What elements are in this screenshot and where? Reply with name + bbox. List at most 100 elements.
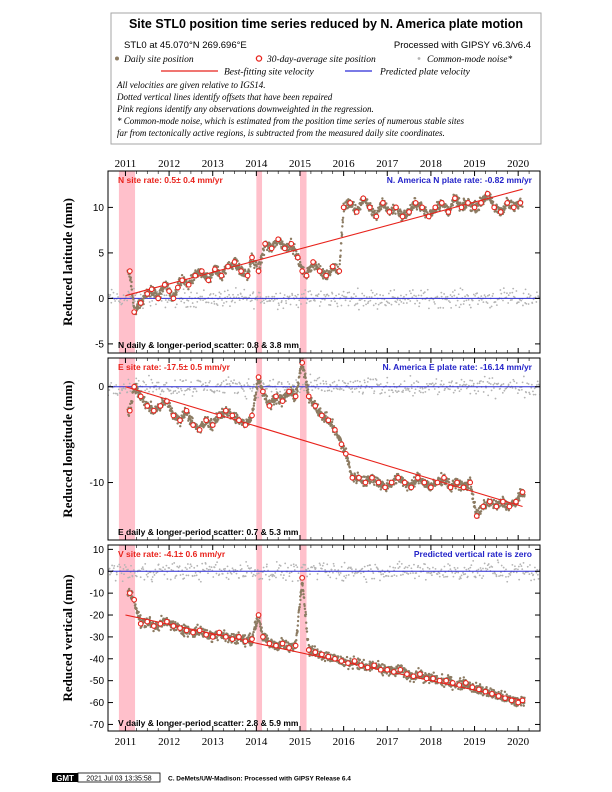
cm-noise-point [430, 571, 433, 574]
average-position-point [144, 403, 151, 409]
cm-noise-point [240, 568, 243, 570]
average-position-point [244, 272, 251, 279]
average-position-point [325, 417, 332, 424]
daily-position-point [298, 375, 301, 378]
cm-noise-point [404, 298, 407, 301]
cm-noise-point [355, 295, 357, 298]
cm-noise-point [483, 562, 486, 565]
cm-noise-point [305, 302, 308, 304]
daily-position-point [139, 614, 142, 617]
average-position-point [452, 195, 458, 202]
cm-noise-point [319, 564, 322, 566]
cm-noise-point [534, 566, 536, 569]
note-line-3: Pink regions identify any observations d… [116, 104, 374, 114]
cm-noise-point [218, 296, 221, 298]
cm-noise-point [488, 382, 491, 384]
cm-noise-point [423, 291, 426, 293]
cm-noise-point [483, 294, 486, 296]
cm-noise-point [505, 568, 507, 571]
cm-noise-point [182, 573, 184, 576]
cm-noise-point [306, 575, 309, 578]
cm-noise-point [332, 571, 334, 574]
average-position-point [198, 268, 205, 274]
cm-noise-point [117, 388, 120, 391]
cm-noise-point [536, 380, 539, 383]
cm-noise-point [151, 381, 154, 384]
cm-noise-point [525, 302, 528, 305]
cm-noise-point [495, 304, 498, 307]
cm-noise-point [527, 383, 530, 385]
cm-noise-point [372, 572, 375, 574]
cm-noise-point [177, 387, 180, 390]
daily-position-point [427, 483, 430, 486]
cm-noise-point [144, 389, 147, 392]
cm-noise-point [209, 293, 212, 295]
average-position-point [294, 254, 301, 261]
daily-position-point [519, 197, 522, 200]
average-position-point [157, 403, 164, 409]
cm-noise-point [196, 564, 199, 567]
cm-noise-point [316, 295, 319, 298]
plate-rate-label: N. America E plate rate: -16.14 mm/yr [383, 362, 533, 372]
daily-position-point [454, 487, 457, 490]
cm-noise-point [330, 390, 333, 393]
average-position-point [177, 417, 183, 424]
cm-noise-point [488, 377, 491, 380]
cm-noise-point [213, 566, 216, 569]
cm-noise-point [218, 568, 221, 571]
cm-noise-point [123, 573, 125, 576]
daily-position-point [275, 402, 278, 405]
daily-position-point [175, 293, 178, 296]
daily-position-point [262, 249, 265, 252]
cm-noise-point [494, 572, 496, 575]
cm-noise-point [249, 294, 252, 297]
average-position-point [161, 281, 168, 288]
cm-noise-point [410, 387, 413, 390]
cm-noise-point [301, 383, 304, 386]
daily-position-point [415, 208, 419, 211]
legend-average-label: 30-day-average site position [266, 55, 376, 65]
cm-noise-point [452, 391, 455, 394]
cm-noise-point [220, 383, 222, 386]
cm-noise-point [405, 572, 408, 574]
cm-noise-point [208, 565, 211, 568]
cm-noise-point [168, 567, 171, 569]
cm-noise-point [210, 566, 213, 569]
header-box [110, 12, 542, 145]
cm-noise-point [252, 573, 255, 576]
daily-position-point [398, 208, 402, 211]
cm-noise-point [413, 563, 415, 566]
cm-noise-point [279, 292, 282, 295]
daily-position-point [476, 509, 480, 512]
cm-noise-point [395, 301, 398, 304]
cm-noise-point [268, 384, 271, 387]
cm-noise-point [394, 567, 397, 569]
cm-noise-point [482, 567, 484, 570]
cm-noise-point [458, 306, 461, 309]
daily-position-point [340, 242, 343, 245]
daily-position-point [401, 476, 405, 480]
cm-noise-point [379, 579, 381, 582]
cm-noise-point [116, 293, 119, 295]
cm-noise-point [293, 565, 295, 568]
daily-position-point [378, 205, 381, 209]
cm-noise-point [536, 573, 539, 576]
daily-position-point [275, 398, 279, 402]
cm-noise-point [489, 306, 491, 309]
cm-noise-point [316, 578, 319, 581]
cm-noise-point [405, 389, 407, 391]
daily-position-point [152, 629, 155, 633]
daily-position-point [227, 260, 231, 264]
cm-noise-point [356, 287, 359, 290]
cm-noise-point [405, 302, 408, 304]
average-position-point [126, 407, 133, 414]
average-position-point [212, 266, 218, 273]
cm-noise-point [275, 576, 277, 579]
daily-position-point [305, 386, 308, 389]
cm-noise-point [486, 568, 489, 571]
cm-noise-point [440, 379, 443, 382]
cm-noise-point [455, 382, 458, 384]
cm-noise-point [530, 572, 533, 575]
cm-noise-point [366, 380, 369, 383]
cm-noise-point [389, 289, 392, 292]
